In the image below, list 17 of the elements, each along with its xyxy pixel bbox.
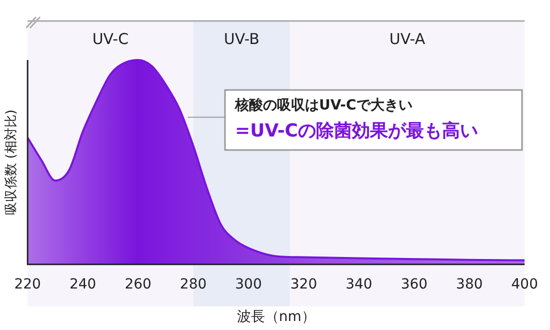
- x-tick-label: 300: [235, 276, 262, 292]
- x-tick-label: 340: [346, 276, 372, 292]
- x-axis-title: 波長（nm）: [236, 309, 316, 326]
- x-tick-label: 220: [14, 276, 41, 292]
- band-label: UV-B: [224, 30, 260, 48]
- band-label: UV-A: [389, 30, 426, 48]
- x-tick-label: 240: [69, 276, 96, 292]
- x-tick-label: 320: [290, 276, 318, 292]
- annotation: 核酸の吸収はUV-Cで大きい: [234, 98, 412, 114]
- x-tick-label: 360: [400, 276, 428, 292]
- x-tick-label: 400: [511, 276, 538, 292]
- annotation: =UV-Cの除菌効果が最も高い: [235, 120, 478, 142]
- x-tick-label: 380: [456, 276, 483, 292]
- band-label: UV-C: [92, 30, 129, 48]
- y-axis-title: 吸収係数 (相対比): [3, 110, 20, 215]
- x-tick-label: 260: [124, 276, 152, 292]
- x-tick-label: 280: [180, 276, 207, 292]
